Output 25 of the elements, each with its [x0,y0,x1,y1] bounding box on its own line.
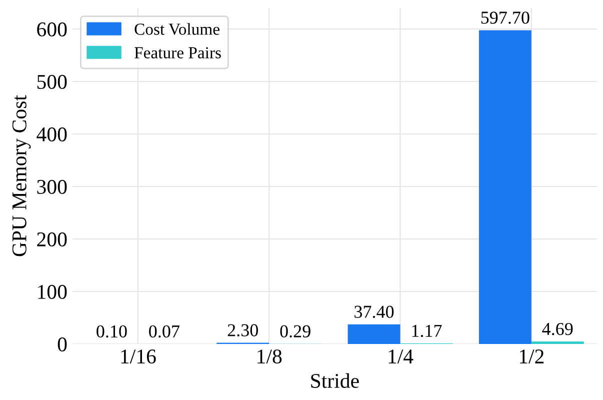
data-label: 1.17 [412,324,442,338]
data-label: 4.69 [542,322,573,336]
data-label: 37.40 [354,306,394,318]
y-axis-title: GPU Memory Cost [12,95,31,256]
x-tick-label: 1/2 [520,350,544,364]
data-label: 597.70 [481,12,530,24]
x-tick-label: 1/4 [388,350,414,364]
data-label: 0.29 [280,325,310,338]
legend-label: Feature Pairs [134,47,221,58]
x-tick-label: 1/16 [121,350,156,364]
data-label: 0.07 [149,325,180,338]
y-tick-label: 600 [37,22,67,36]
bar [348,324,400,344]
y-tick-label: 100 [38,284,67,299]
legend-label: Cost Volume [134,23,220,35]
data-label: 0.10 [96,325,127,338]
data-label: 2.30 [228,324,258,336]
y-tick-label: 400 [36,127,67,142]
x-tick-label: 1/8 [258,349,282,364]
y-tick-label: 0 [58,337,67,352]
x-axis-title: Stride [311,373,359,388]
y-tick-label: 300 [37,180,67,194]
bar [478,30,532,344]
y-tick-label: 500 [37,74,67,89]
y-tick-label: 200 [37,232,67,246]
